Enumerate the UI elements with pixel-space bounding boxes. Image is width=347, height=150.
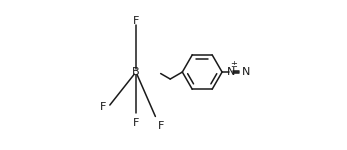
Text: N: N: [242, 67, 250, 77]
Text: F: F: [133, 16, 139, 26]
Text: B: B: [132, 67, 140, 77]
Text: N: N: [227, 67, 235, 77]
Text: F: F: [133, 118, 139, 128]
Text: ±: ±: [230, 60, 237, 69]
Text: F: F: [158, 121, 164, 131]
Text: F: F: [100, 102, 107, 112]
